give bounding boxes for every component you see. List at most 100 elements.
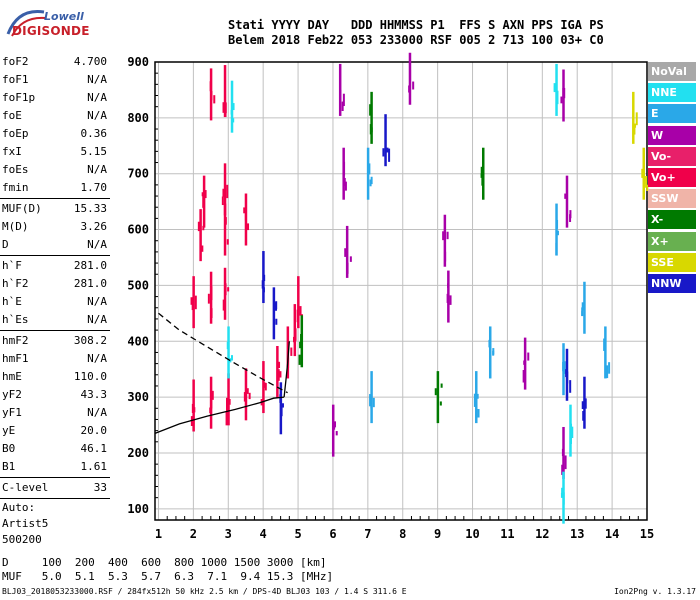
echo-point	[278, 361, 281, 369]
echo-point	[191, 299, 194, 311]
y-tick-label: 600	[127, 223, 149, 237]
echo-point	[263, 382, 266, 388]
echo-point	[230, 109, 233, 115]
param-key: D	[2, 238, 9, 251]
echo-streak	[583, 281, 586, 334]
echo-point	[263, 274, 266, 282]
echo-point	[243, 392, 246, 402]
param-row: M(D) 3.26	[0, 218, 110, 236]
param-row: yF1 N/A	[0, 404, 110, 422]
echo-point	[232, 103, 235, 111]
param-key: fxI	[2, 145, 22, 158]
param-separator	[0, 477, 110, 478]
param-value: 1.70	[80, 181, 108, 194]
param-key: MUF(D)	[2, 202, 42, 215]
echo-point	[446, 231, 449, 240]
autoscale-info: Artist5	[2, 517, 49, 530]
echo-point	[229, 358, 232, 363]
param-separator	[0, 498, 110, 499]
param-row: foEs N/A	[0, 161, 110, 179]
electron-density-profile-line	[154, 396, 285, 435]
echo-point	[372, 397, 375, 408]
echo-point	[334, 421, 337, 428]
echo-point	[294, 328, 297, 336]
echo-point	[522, 370, 525, 383]
echo-point	[300, 334, 303, 348]
echo-point	[633, 123, 636, 135]
echo-point	[488, 339, 491, 348]
param-row: B1 1.61	[0, 458, 110, 476]
echo-point	[277, 369, 280, 381]
echo-point	[207, 293, 210, 304]
echo-point	[232, 118, 235, 123]
echo-point	[409, 69, 412, 81]
param-row: C-level 33	[0, 479, 110, 497]
echo-point	[439, 401, 442, 406]
legend-item: Vo-	[648, 146, 696, 166]
echo-point	[191, 403, 194, 413]
echo-point	[275, 318, 278, 325]
echo-streak	[443, 214, 447, 267]
echo-streak	[223, 203, 227, 256]
x-tick-label: 8	[399, 527, 406, 541]
muf-distance-row: D 100 200 400 600 800 1000 1500 3000 [km…	[2, 556, 327, 569]
echo-point	[279, 371, 282, 378]
echo-point	[246, 388, 249, 394]
echo-point	[333, 425, 336, 430]
param-key: hmF1	[2, 352, 29, 365]
param-value: 33	[93, 481, 107, 494]
param-key: yF1	[2, 406, 22, 419]
echo-streak	[227, 373, 230, 426]
echo-point	[556, 230, 559, 236]
echo-point	[408, 85, 411, 93]
echo-point	[290, 347, 293, 356]
x-tick-label: 1	[155, 527, 162, 541]
echo-point	[645, 176, 648, 188]
param-key: C-level	[2, 481, 49, 494]
plot-area	[155, 62, 647, 520]
param-separator	[0, 330, 110, 331]
param-key: h`Es	[2, 313, 29, 326]
echo-point	[244, 207, 247, 221]
param-row: hmF2 308.2	[0, 332, 110, 350]
autoscale-info: 500200	[2, 533, 42, 546]
echo-point	[298, 354, 301, 365]
param-row: yF2 43.3	[0, 386, 110, 404]
y-tick-label: 500	[127, 278, 149, 292]
param-key: foEp	[2, 127, 29, 140]
echo-point	[473, 393, 476, 407]
echo-point	[209, 81, 212, 92]
logo-swoosh-icon	[6, 9, 47, 37]
param-row: B0 46.1	[0, 440, 110, 458]
legend-item: SSW	[648, 189, 696, 209]
x-tick-label: 6	[329, 527, 336, 541]
echo-point	[449, 295, 452, 305]
echo-point	[190, 297, 193, 305]
param-value: N/A	[87, 238, 107, 251]
x-tick-label: 14	[605, 527, 619, 541]
legend-item: Vo+	[648, 167, 696, 187]
param-value: 43.3	[80, 388, 108, 401]
echo-point	[275, 301, 278, 310]
echo-point	[555, 242, 558, 256]
echo-point	[635, 112, 638, 126]
legend-item: NNE	[648, 83, 696, 103]
echo-streak	[230, 80, 234, 133]
logo-text-lowell: Lowell	[44, 10, 84, 23]
param-row: foF1 N/A	[0, 71, 110, 89]
echo-streak	[199, 209, 202, 262]
echo-point	[226, 184, 229, 199]
echo-streak	[276, 345, 279, 398]
param-key: foEs	[2, 163, 29, 176]
param-key: fmin	[2, 181, 29, 194]
echo-point	[570, 423, 573, 436]
echo-point	[561, 464, 564, 475]
param-row: h`E N/A	[0, 293, 110, 311]
param-key: B1	[2, 460, 16, 473]
param-separator	[0, 198, 110, 199]
profile-trace-line	[283, 341, 290, 398]
echo-streak	[482, 147, 485, 200]
echo-point	[440, 383, 443, 388]
echo-streak	[345, 225, 349, 278]
echo-point	[292, 336, 295, 343]
